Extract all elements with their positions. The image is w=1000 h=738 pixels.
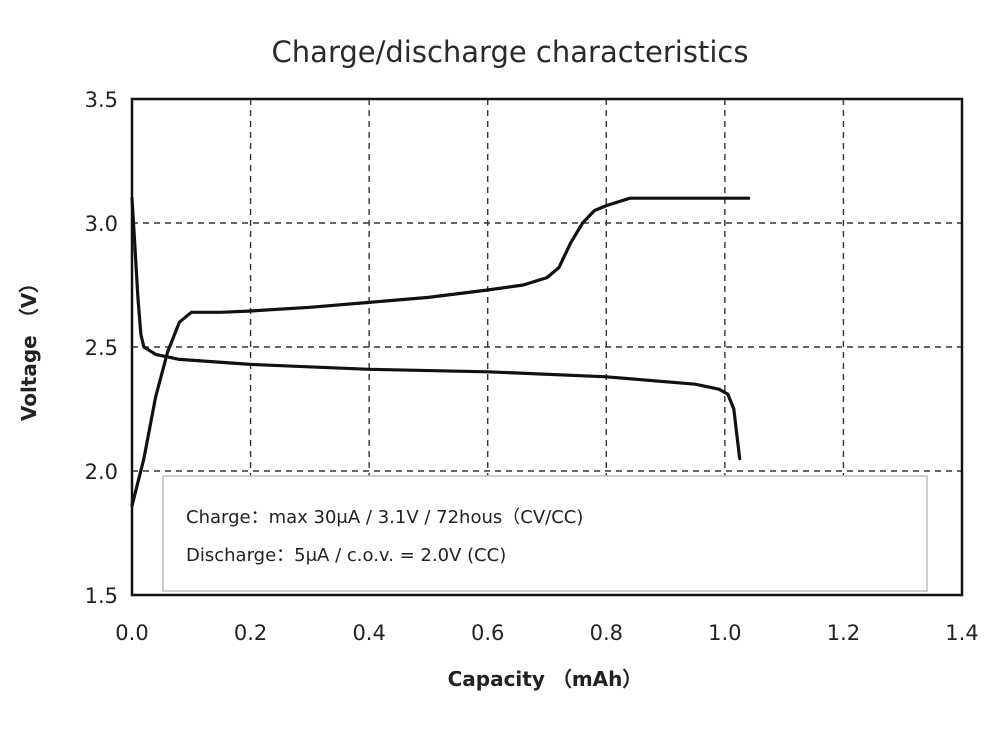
y-tick-label: 1.5	[85, 584, 118, 608]
plot-frame	[130, 97, 964, 597]
annotation-discharge: Discharge：5μA / c.o.v. = 2.0V (CC)	[186, 545, 506, 566]
x-tick-label: 0.4	[352, 621, 385, 645]
chart-title: Charge/discharge characteristics	[272, 35, 749, 69]
x-tick-label: 0.6	[471, 621, 504, 645]
y-tick-label: 2.5	[85, 336, 118, 360]
x-tick-label: 0.0	[115, 621, 148, 645]
x-tick-label: 0.2	[234, 621, 267, 645]
x-tick-labels: 0.0 0.2 0.4 0.6 0.8 1.0 1.2 1.4	[115, 621, 978, 645]
annotation-charge: Charge：max 30μA / 3.1V / 72hous（CV/CC)	[186, 507, 583, 528]
series-layer	[130, 196, 751, 508]
y-tick-label: 3.5	[85, 88, 118, 112]
y-tick-labels: 1.5 2.0 2.5 3.0 3.5	[85, 88, 118, 608]
grid	[132, 99, 962, 595]
y-tick-label: 3.0	[85, 212, 118, 236]
series-line-0	[130, 196, 751, 508]
x-tick-label: 1.0	[708, 621, 741, 645]
x-tick-label: 0.8	[590, 621, 623, 645]
y-tick-label: 2.0	[85, 460, 118, 484]
x-tick-label: 1.4	[945, 621, 978, 645]
x-tick-label: 1.2	[827, 621, 860, 645]
x-axis-label: Capacity （mAh）	[448, 667, 643, 691]
y-axis-label: Voltage （V）	[17, 273, 41, 421]
annotation-box	[162, 475, 928, 592]
series-line-1	[130, 196, 742, 461]
